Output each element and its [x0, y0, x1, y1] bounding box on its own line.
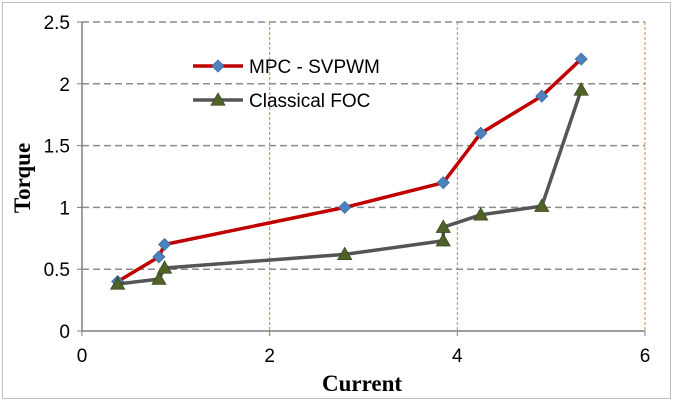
data-point-0 [535, 89, 549, 103]
data-point-0 [338, 200, 352, 214]
chart-frame [2, 2, 671, 399]
data-point-1 [156, 260, 173, 274]
x-tick-label: 4 [452, 346, 463, 367]
data-point-1 [151, 271, 167, 285]
y-tick-label: 1.5 [44, 137, 70, 158]
x-tick-label: 6 [640, 346, 651, 367]
y-tick-label: 1 [59, 198, 70, 219]
legend-label-1: Classical FOC [249, 91, 370, 112]
data-point-1 [473, 207, 489, 221]
x-tick-label: 0 [77, 346, 88, 367]
data-point-1 [435, 232, 451, 247]
data-point-1 [435, 219, 451, 233]
y-tick-label: 0.5 [44, 260, 70, 281]
tick-labels: 0 0.5 1 1.5 2 2.5 0 2 4 6 [44, 13, 651, 367]
gridlines [82, 21, 646, 331]
legend-marker-1 [210, 92, 226, 106]
y-axis-title: Torque [10, 143, 35, 213]
x-axis-title: Current [322, 371, 402, 396]
data-point-1 [109, 276, 126, 290]
data-point-0 [574, 52, 588, 66]
x-tick-label: 2 [264, 346, 275, 367]
data-point-0 [152, 250, 166, 264]
data-point-0 [474, 126, 488, 140]
data-point-1 [337, 246, 353, 261]
data-point-0 [436, 176, 450, 190]
data-point-1 [534, 198, 550, 212]
legend: MPC - SVPWM Classical FOC [193, 57, 380, 112]
data-point-0 [158, 237, 172, 252]
y-tick-label: 2.5 [44, 13, 70, 34]
legend-marker-0 [211, 59, 225, 73]
y-tick-label: 2 [59, 75, 70, 96]
legend-label-0: MPC - SVPWM [249, 57, 380, 78]
axes [77, 21, 646, 336]
data-point-1 [573, 82, 589, 96]
y-tick-label: 0 [59, 322, 70, 343]
series-layer [109, 52, 589, 290]
